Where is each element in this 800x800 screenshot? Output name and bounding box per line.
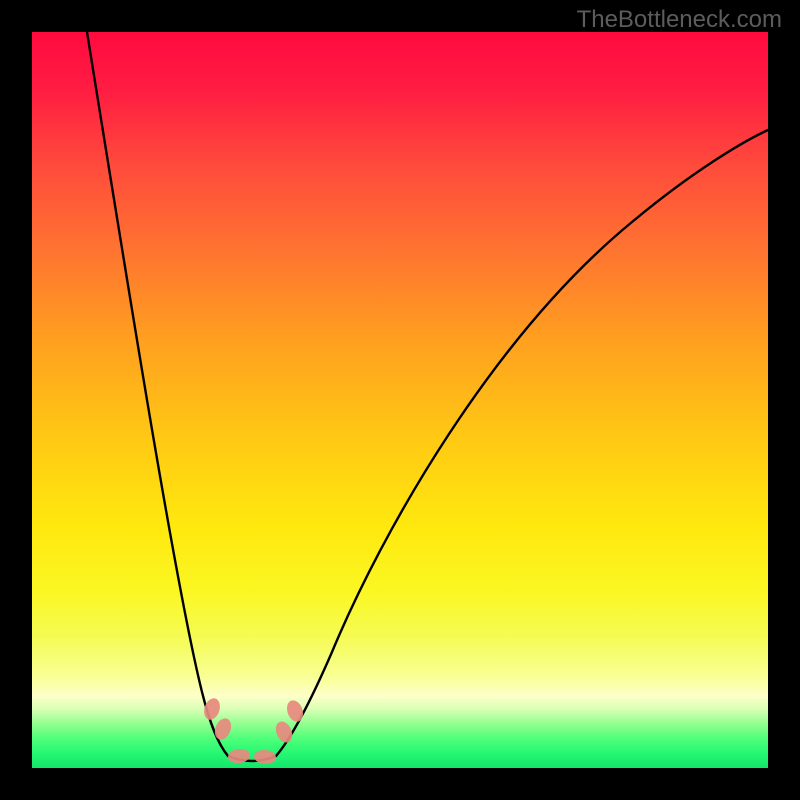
chart-frame: TheBottleneck.com bbox=[0, 0, 800, 800]
plot-area bbox=[32, 32, 768, 768]
watermark-text: TheBottleneck.com bbox=[577, 6, 782, 34]
chart-svg bbox=[32, 32, 768, 768]
gradient-background bbox=[32, 32, 768, 768]
